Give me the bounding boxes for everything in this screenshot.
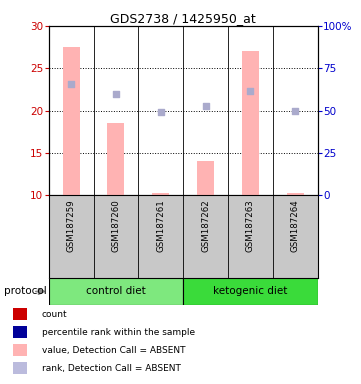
Text: count: count: [42, 310, 67, 319]
Bar: [197, 161, 214, 195]
Point: [203, 103, 209, 109]
Text: rank, Detection Call = ABSENT: rank, Detection Call = ABSENT: [42, 364, 180, 373]
Text: control diet: control diet: [86, 286, 146, 296]
Text: GSM187263: GSM187263: [246, 199, 255, 252]
Point: [248, 88, 253, 94]
Bar: [49, 278, 183, 305]
Text: GSM187261: GSM187261: [156, 199, 165, 252]
Point: [158, 109, 164, 115]
Text: ketogenic diet: ketogenic diet: [213, 286, 288, 296]
Point: [292, 108, 298, 114]
Text: percentile rank within the sample: percentile rank within the sample: [42, 328, 195, 337]
Point: [68, 81, 74, 87]
Bar: [287, 194, 304, 195]
Bar: [242, 51, 259, 195]
Bar: [108, 123, 125, 195]
Bar: [62, 47, 80, 195]
Text: GSM187260: GSM187260: [112, 199, 121, 252]
Point: [113, 91, 119, 97]
Bar: [13, 344, 27, 356]
Bar: [13, 362, 27, 374]
Text: GSM187262: GSM187262: [201, 199, 210, 252]
Bar: [183, 278, 318, 305]
Text: GSM187259: GSM187259: [67, 199, 76, 252]
Text: value, Detection Call = ABSENT: value, Detection Call = ABSENT: [42, 346, 185, 355]
Text: GSM187264: GSM187264: [291, 199, 300, 252]
Title: GDS2738 / 1425950_at: GDS2738 / 1425950_at: [110, 12, 256, 25]
Text: protocol: protocol: [4, 286, 47, 296]
Bar: [152, 194, 169, 195]
Bar: [13, 308, 27, 320]
Bar: [13, 326, 27, 338]
